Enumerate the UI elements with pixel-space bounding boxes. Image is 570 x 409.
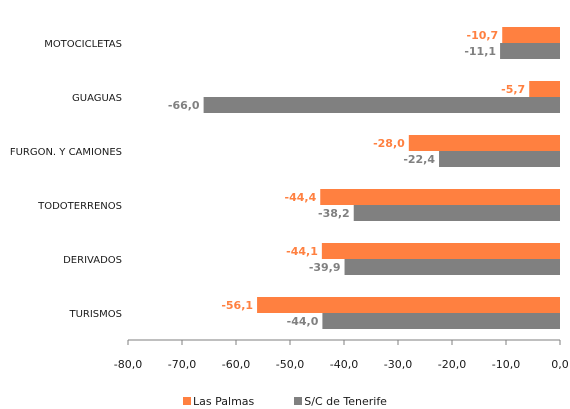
bar-las-palmas-derivados	[321, 243, 560, 259]
legend-swatch-las-palmas	[183, 397, 192, 405]
legend: Las Palmas S/C de Tenerife	[0, 393, 570, 409]
x-tick-label: -30,0	[384, 358, 412, 371]
bar-las-palmas-turismos	[257, 297, 560, 313]
x-tick-label: -10,0	[492, 358, 520, 371]
x-tick-label: -70,0	[168, 358, 196, 371]
x-tick-label: -60,0	[222, 358, 250, 371]
legend-item-sc-tenerife: S/C de Tenerife	[294, 393, 387, 409]
bar-las-palmas-guaguas	[529, 81, 560, 97]
bar-s-c-de-tenerife-derivados	[344, 259, 560, 275]
value-label-las-palmas-todoterrenos: -44,4	[285, 191, 317, 204]
value-label-s-c-de-tenerife-furgon-y-camiones: -22,4	[403, 153, 435, 166]
legend-swatch-sc-tenerife	[294, 397, 303, 405]
bar-s-c-de-tenerife-guaguas	[203, 97, 560, 113]
value-label-las-palmas-motocicletas: -10,7	[467, 29, 499, 42]
legend-item-las-palmas: Las Palmas	[183, 393, 254, 409]
legend-label-las-palmas: Las Palmas	[193, 394, 255, 408]
bar-chart: -10,7 -11,1 -5,7 -66,0 -28,0 -22,4 -44,4-38,2 -…	[10, 27, 569, 371]
bar-s-c-de-tenerife-todoterrenos	[353, 205, 560, 221]
value-label-las-palmas-turismos: -56,1	[221, 299, 253, 312]
bar-las-palmas-furgon-y-camiones	[408, 135, 560, 151]
value-label-s-c-de-tenerife-motocicletas: -11,1	[464, 45, 496, 58]
value-label-las-palmas-derivados: -44,1	[286, 245, 318, 258]
legend-label-sc-tenerife: S/C de Tenerife	[304, 394, 387, 408]
x-tick-label: -80,0	[114, 358, 142, 371]
x-tick-label: -40,0	[330, 358, 358, 371]
bar-s-c-de-tenerife-turismos	[322, 313, 560, 329]
bar-s-c-de-tenerife-motocicletas	[500, 43, 560, 59]
value-labels-group: -10,7 -11,1 -5,7 -66,0 -28,0 -22,4 -44,4-38,2 -…	[168, 29, 525, 328]
value-label-s-c-de-tenerife-guaguas: -66,0	[168, 99, 200, 112]
value-label-s-c-de-tenerife-turismos: -44,0	[287, 315, 319, 328]
category-labels-group: MOTOCICLETAS GUAGUAS FURGON. Y CAMIONES TOD…	[10, 39, 122, 320]
x-tick-label: -20,0	[438, 358, 466, 371]
category-label-guaguas: GUAGUAS	[72, 93, 122, 104]
value-label-s-c-de-tenerife-todoterrenos: -38,2	[318, 207, 350, 220]
x-tick-label: 0,0	[551, 358, 569, 371]
value-label-las-palmas-guaguas: -5,7	[501, 83, 525, 96]
x-tick-label: -50,0	[276, 358, 304, 371]
category-label-furgon-y-camiones: FURGON. Y CAMIONES	[10, 147, 122, 158]
x-axis: -80,0 -70,0 -60,0 -50,0 -40,0 -30,0 -20,0 -10,0…	[114, 339, 569, 371]
value-label-las-palmas-furgon-y-camiones: -28,0	[373, 137, 405, 150]
bar-las-palmas-motocicletas	[502, 27, 560, 43]
bar-s-c-de-tenerife-furgon-y-camiones	[439, 151, 560, 167]
bar-las-palmas-todoterrenos	[320, 189, 560, 205]
category-label-derivados: DERIVADOS	[63, 255, 122, 266]
category-label-motocicletas: MOTOCICLETAS	[44, 39, 122, 50]
category-label-turismos: TURISMOS	[68, 309, 122, 320]
value-label-s-c-de-tenerife-derivados: -39,9	[309, 261, 341, 274]
category-label-todoterrenos: TODOTERRENOS	[37, 201, 122, 212]
bars-group	[203, 27, 560, 329]
